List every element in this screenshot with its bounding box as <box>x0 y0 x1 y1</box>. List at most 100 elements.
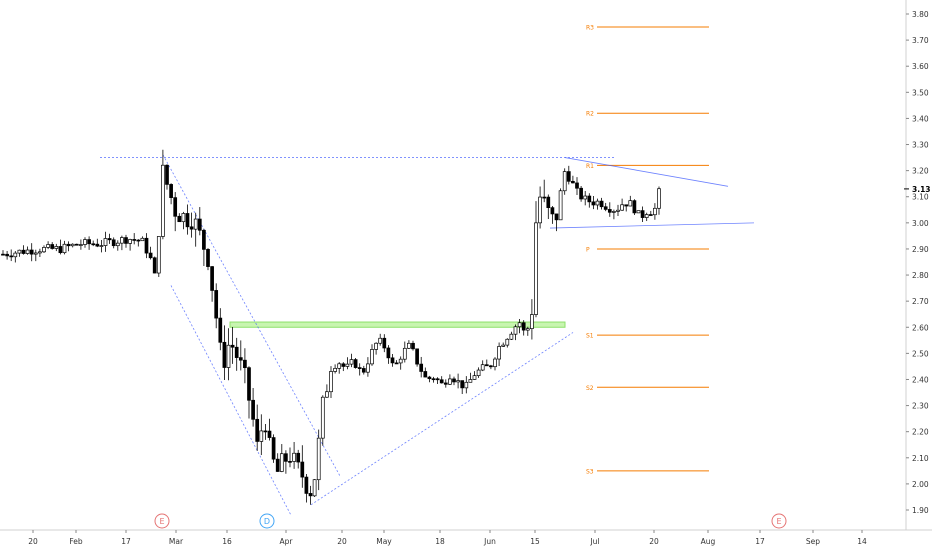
candle[interactable] <box>653 203 657 220</box>
candle[interactable] <box>427 375 432 383</box>
candle[interactable] <box>185 204 190 235</box>
candle[interactable] <box>325 384 329 398</box>
candle[interactable] <box>439 376 444 384</box>
candle[interactable] <box>284 450 288 474</box>
candle[interactable] <box>357 363 362 376</box>
candle[interactable] <box>534 201 538 318</box>
candle[interactable] <box>579 186 583 202</box>
candle[interactable] <box>193 212 198 247</box>
candle[interactable] <box>407 340 411 349</box>
candle[interactable] <box>493 357 497 371</box>
candle[interactable] <box>87 236 91 250</box>
candle[interactable] <box>558 188 563 221</box>
candle[interactable] <box>13 251 18 263</box>
candle[interactable] <box>83 237 87 248</box>
candle[interactable] <box>419 356 424 378</box>
candle[interactable] <box>345 357 350 370</box>
candle[interactable] <box>460 380 465 395</box>
event-marker[interactable]: D <box>259 513 275 529</box>
candle[interactable] <box>415 348 419 367</box>
candle[interactable] <box>402 341 407 363</box>
candle[interactable] <box>247 366 251 419</box>
candle[interactable] <box>349 353 354 368</box>
candle[interactable] <box>591 196 596 210</box>
candle[interactable] <box>448 374 452 386</box>
candle[interactable] <box>632 199 637 216</box>
candle[interactable] <box>382 334 387 353</box>
candle[interactable] <box>575 177 579 196</box>
candle[interactable] <box>644 212 649 222</box>
candle[interactable] <box>505 338 510 348</box>
candle[interactable] <box>374 342 378 355</box>
candle[interactable] <box>329 366 333 398</box>
candle[interactable] <box>304 474 309 503</box>
candle[interactable] <box>566 165 571 185</box>
candle[interactable] <box>91 240 96 247</box>
candle[interactable] <box>648 210 653 216</box>
candle[interactable] <box>497 342 501 366</box>
trend-line[interactable] <box>162 154 341 477</box>
candle[interactable] <box>308 485 313 505</box>
candle[interactable] <box>1 250 5 256</box>
candle[interactable] <box>423 367 428 378</box>
candle[interactable] <box>636 210 641 214</box>
candle[interactable] <box>136 239 141 247</box>
candle[interactable] <box>5 251 9 260</box>
candle[interactable] <box>169 183 173 205</box>
candle[interactable] <box>394 360 399 365</box>
candle[interactable] <box>599 197 604 210</box>
candle[interactable] <box>189 212 194 238</box>
candle[interactable] <box>542 179 547 203</box>
candle[interactable] <box>214 283 219 329</box>
candle[interactable] <box>156 236 161 277</box>
candle[interactable] <box>263 423 268 440</box>
candle[interactable] <box>288 447 292 468</box>
candle[interactable] <box>521 320 526 336</box>
candle[interactable] <box>538 186 542 229</box>
candle[interactable] <box>259 414 264 456</box>
candle[interactable] <box>452 376 456 386</box>
candle[interactable] <box>226 328 231 381</box>
candle[interactable] <box>42 245 46 254</box>
candle[interactable] <box>210 266 214 302</box>
candle[interactable] <box>435 377 440 385</box>
candle[interactable] <box>431 376 436 383</box>
candle[interactable] <box>595 198 600 210</box>
candle[interactable] <box>300 445 305 488</box>
candle[interactable] <box>103 231 108 252</box>
candle[interactable] <box>583 190 588 206</box>
candle[interactable] <box>124 234 128 248</box>
candle[interactable] <box>148 246 153 260</box>
candle[interactable] <box>218 308 223 351</box>
candle[interactable] <box>464 376 469 394</box>
candle[interactable] <box>603 202 608 212</box>
candle[interactable] <box>38 248 42 257</box>
candle[interactable] <box>480 360 485 372</box>
candle[interactable] <box>489 364 493 370</box>
candle[interactable] <box>267 418 272 441</box>
candle[interactable] <box>99 239 104 253</box>
support-zone[interactable] <box>229 321 566 328</box>
candle[interactable] <box>206 248 210 271</box>
candle[interactable] <box>177 213 182 223</box>
candle[interactable] <box>620 198 624 211</box>
trend-line[interactable] <box>549 222 755 229</box>
trend-line[interactable] <box>170 285 292 516</box>
candle[interactable] <box>107 233 112 244</box>
candle[interactable] <box>275 453 280 472</box>
candle[interactable] <box>386 345 391 364</box>
candle[interactable] <box>115 240 120 251</box>
candle[interactable] <box>161 149 165 240</box>
candle[interactable] <box>612 209 616 220</box>
candle[interactable] <box>361 365 366 375</box>
candle[interactable] <box>74 243 79 246</box>
candle[interactable] <box>21 245 26 255</box>
candle[interactable] <box>140 236 145 242</box>
candle[interactable] <box>296 449 301 469</box>
candle[interactable] <box>530 299 534 340</box>
candle[interactable] <box>640 206 645 223</box>
candle[interactable] <box>62 240 67 255</box>
candle[interactable] <box>378 333 383 346</box>
candle[interactable] <box>152 256 157 274</box>
